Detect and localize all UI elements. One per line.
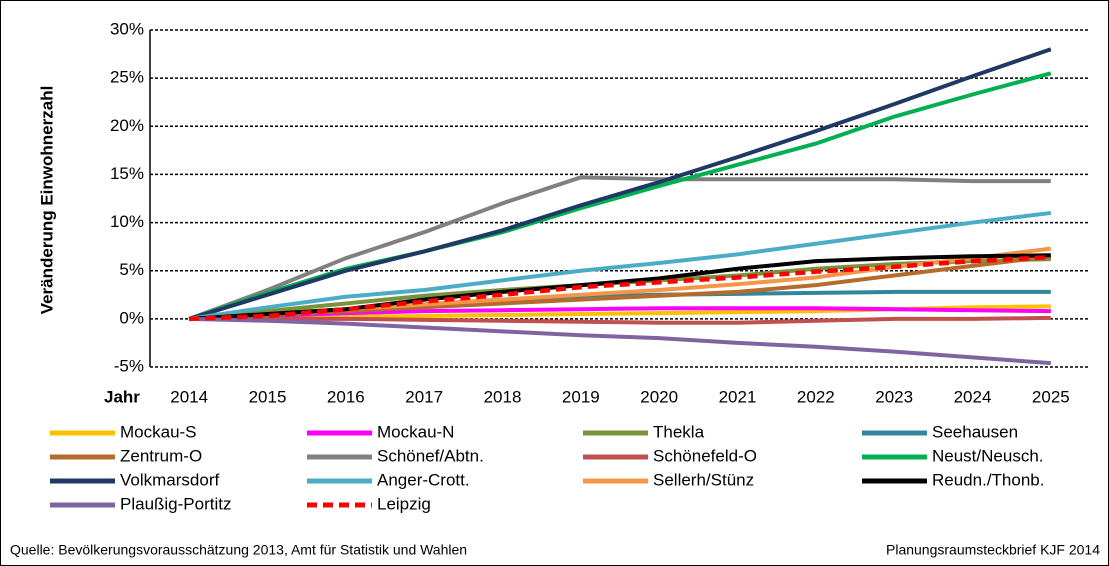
series-line (189, 315, 1051, 325)
y-axis-title: Veränderung Einwohnerzahl (37, 86, 56, 315)
legend-label: Mockau-S (120, 422, 197, 441)
y-tick-label: 5% (119, 260, 144, 279)
legend-label: Seehausen (932, 422, 1018, 441)
legend-label: Schönef/Abtn. (377, 446, 484, 465)
legend-label: Anger-Crott. (377, 470, 470, 489)
y-tick-label: -5% (114, 356, 144, 375)
x-tick-label: 2023 (875, 387, 913, 406)
series-line (188, 210, 1052, 321)
y-tick-label: 30% (110, 19, 144, 38)
x-tick-label: 2025 (1032, 387, 1070, 406)
series-line (189, 253, 1051, 321)
x-axis-title: Jahr (104, 387, 140, 406)
legend-label: Plaußig-Portitz (120, 494, 231, 513)
series-line (189, 254, 1051, 322)
series-line (189, 316, 1051, 366)
source: Quelle: Bevölkerungsvorausschätzung 2013… (10, 542, 467, 558)
series-line (188, 47, 1052, 321)
y-tick-label: 20% (110, 116, 144, 135)
y-tick-label: 25% (110, 68, 144, 87)
legend-label: Mockau-N (377, 422, 454, 441)
x-tick-label: 2016 (327, 387, 365, 406)
x-tick-label: 2020 (640, 387, 678, 406)
legend-label: Leipzig (377, 494, 431, 513)
legend-label: Zentrum-O (120, 446, 202, 465)
x-tick-label: 2014 (170, 387, 208, 406)
legend-label: Neust/Neusch. (932, 446, 1044, 465)
legend-label: Thekla (653, 422, 705, 441)
legend-label: Reudn./Thonb. (932, 470, 1044, 489)
x-tick-label: 2024 (954, 387, 992, 406)
x-tick-label: 2017 (405, 387, 443, 406)
legend-label: Schönefeld-O (653, 446, 757, 465)
y-tick-label: 15% (110, 164, 144, 183)
x-tick-label: 2022 (797, 387, 835, 406)
x-tick-label: 2015 (249, 387, 287, 406)
x-tick-label: 2018 (484, 387, 522, 406)
x-tick-label: 2019 (562, 387, 600, 406)
y-tick-label: 10% (110, 212, 144, 231)
x-tick-label: 2021 (719, 387, 757, 406)
note: Planungsraumsteckbrief KJF 2014 (886, 542, 1100, 558)
series-line (188, 175, 1051, 321)
legend-label: Volkmarsdorf (120, 470, 219, 489)
y-tick-label: 0% (119, 308, 144, 327)
legend-label: Sellerh/Stünz (653, 470, 754, 489)
